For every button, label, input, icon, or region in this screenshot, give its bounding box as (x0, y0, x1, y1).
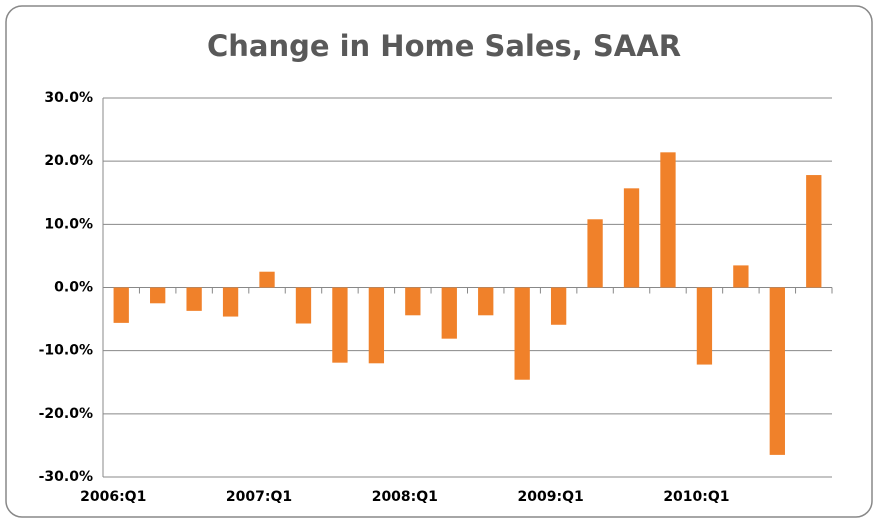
bar (514, 287, 530, 380)
y-tick-label: 30.0% (44, 90, 93, 106)
bar (113, 287, 129, 323)
bar (150, 287, 166, 304)
bar (222, 287, 239, 317)
bar (623, 188, 640, 288)
bar (806, 175, 822, 288)
y-tick-label: -20.0% (39, 406, 93, 422)
chart-title: Change in Home Sales, SAAR (207, 29, 681, 63)
bar (405, 287, 421, 316)
bar (186, 287, 202, 311)
y-tick-label: -10.0% (39, 343, 93, 359)
bar (587, 219, 603, 288)
bar (696, 287, 713, 365)
bar (441, 287, 457, 339)
bar (478, 287, 494, 316)
bar (769, 287, 785, 455)
bar (332, 287, 348, 363)
bar (368, 287, 385, 364)
y-tick-label: 0.0% (54, 280, 93, 296)
x-tick-label: 2006:Q1 (80, 489, 146, 505)
x-tick-label: 2008:Q1 (372, 489, 438, 505)
bar (550, 287, 567, 325)
y-tick-label: 20.0% (44, 153, 93, 169)
bar (733, 265, 749, 288)
bar (259, 271, 275, 288)
y-tick-label: 10.0% (44, 216, 93, 232)
chart-border (5, 5, 873, 518)
y-tick-label: -30.0% (39, 469, 93, 485)
x-tick-label: 2010:Q1 (663, 489, 729, 505)
bar (660, 152, 676, 288)
x-tick-label: 2007:Q1 (226, 489, 292, 505)
bar (295, 287, 312, 324)
x-tick-label: 2009:Q1 (518, 489, 584, 505)
